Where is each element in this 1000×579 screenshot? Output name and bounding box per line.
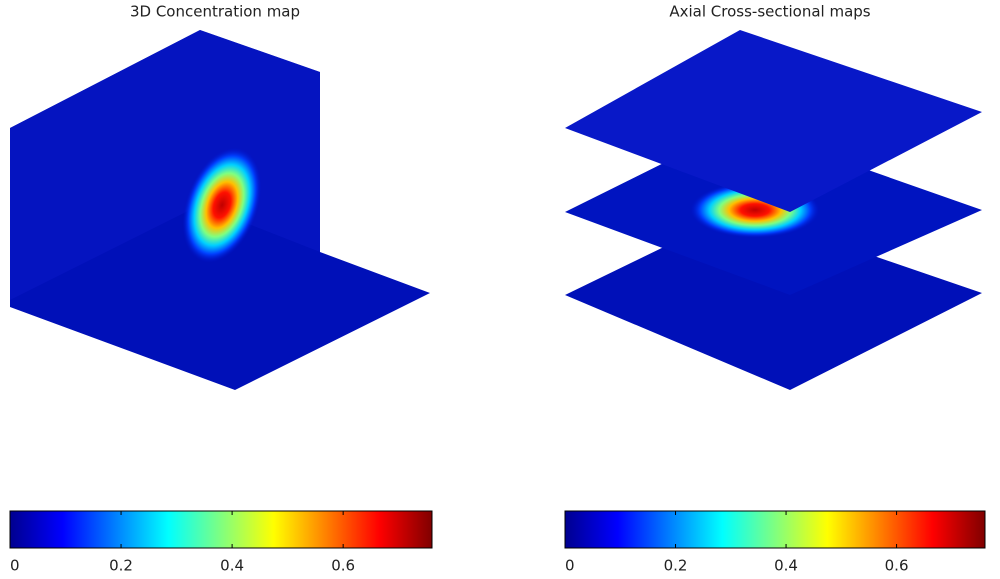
back-face xyxy=(10,30,320,300)
colorbar-tick-label: 0.2 xyxy=(109,557,133,575)
colorbar-tick-label: 0.4 xyxy=(220,557,244,575)
slice-top xyxy=(565,30,982,212)
chart-title: 3D Concentration map xyxy=(130,3,300,21)
colorbar-tick-label: 0 xyxy=(565,557,575,575)
colorbar-tick-label: 0 xyxy=(10,557,20,575)
colorbar-tick-label: 0.6 xyxy=(331,557,355,575)
colorbar-tick-label: 0.4 xyxy=(774,557,798,575)
hot-spot xyxy=(182,147,262,263)
colorbar xyxy=(9,510,433,549)
colorbar-tick-label: 0.6 xyxy=(885,557,909,575)
slice-bottom xyxy=(565,210,982,390)
chart-title: Axial Cross-sectional maps xyxy=(669,3,870,21)
colorbar xyxy=(564,510,986,549)
axial-slices xyxy=(565,30,982,390)
3d-volume xyxy=(10,30,430,390)
colorbar-tick-label: 0.2 xyxy=(664,557,688,575)
